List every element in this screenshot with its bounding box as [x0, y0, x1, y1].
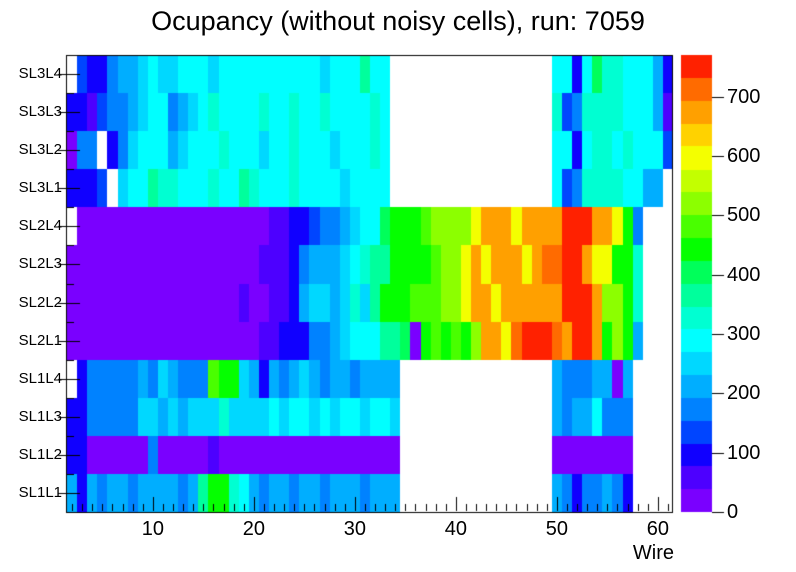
x-tick-label: 20 [242, 518, 265, 540]
y-axis-label: SL2L1 [18, 331, 62, 349]
y-axis-label: SL1L2 [18, 445, 62, 463]
x-axis-title: Wire [632, 542, 674, 564]
colorbar-tick-label: 700 [727, 85, 761, 108]
y-axis-label: SL2L3 [18, 255, 62, 273]
chart-title: Ocupancy (without noisy cells), run: 705… [151, 6, 645, 36]
x-tick-label: 60 [646, 518, 669, 540]
y-axis-label: SL1L4 [18, 369, 62, 387]
y-axis-label: SL3L2 [18, 141, 62, 159]
colorbar-tick-label: 400 [727, 263, 761, 286]
y-axis-label: SL1L3 [18, 407, 62, 425]
x-tick-label: 40 [444, 518, 467, 540]
colorbar-tick-label: 300 [727, 322, 761, 345]
y-axis-label: SL1L1 [18, 483, 62, 501]
colorbar-tick-label: 0 [727, 501, 739, 523]
colorbar-tick-label: 200 [727, 382, 761, 405]
y-axis-label: SL2L4 [18, 217, 62, 235]
x-tick-label: 30 [343, 518, 366, 540]
x-tick-label: 10 [141, 518, 164, 540]
y-axis-label: SL3L3 [18, 103, 62, 121]
colorbar-tick-label: 500 [727, 204, 761, 227]
colorbar-tick-label: 600 [727, 144, 761, 167]
colorbar-tick-label: 100 [727, 441, 761, 464]
y-axis-label: SL2L2 [18, 293, 62, 311]
y-axis-label: SL3L1 [18, 179, 62, 197]
x-tick-label: 50 [545, 518, 568, 540]
y-axis-label: SL3L4 [18, 65, 62, 83]
